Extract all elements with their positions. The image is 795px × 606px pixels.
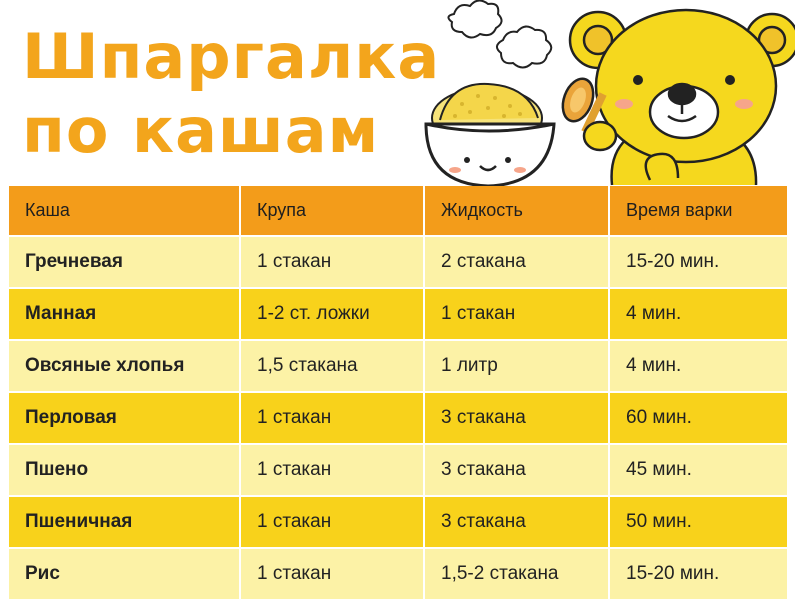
liquid-amount: 1,5-2 стакана [424,548,610,601]
table-row: Пшено 1 стакан 3 стакана 45 мин. [9,444,787,497]
cooking-time: 45 мин. [609,444,787,497]
grain-amount: 1-2 ст. ложки [240,288,425,341]
table-row: Овсяные хлопья 1,5 стакана 1 литр 4 мин. [9,340,787,393]
grain-amount: 1 стакан [240,444,425,497]
liquid-amount: 1 литр [424,340,610,393]
grain-amount: 1 стакан [240,392,425,445]
porridge-table: Каша Крупа Жидкость Время варки Гречнева… [9,186,787,601]
cooking-time: 4 мин. [609,288,787,341]
grain-amount: 1 стакан [240,236,425,289]
porridge-name: Пшеничная [9,496,241,549]
table-row: Манная 1-2 ст. ложки 1 стакан 4 мин. [9,288,787,341]
table-header-row: Каша Крупа Жидкость Время варки [9,186,787,237]
page-title-line-2: по кашам [22,94,380,167]
cooking-time: 4 мин. [609,340,787,393]
table-row: Рис 1 стакан 1,5-2 стакана 15-20 мин. [9,548,787,601]
table-row: Гречневая 1 стакан 2 стакана 15-20 мин. [9,236,787,289]
liquid-amount: 3 стакана [424,444,610,497]
liquid-amount: 3 стакана [424,496,610,549]
cooking-time: 50 мин. [609,496,787,549]
table-row: Пшеничная 1 стакан 3 стакана 50 мин. [9,496,787,549]
bear-icon [568,8,795,186]
page-title-line-1: Шпаргалка [22,20,441,93]
steam-cloud-icon [447,0,553,69]
liquid-amount: 2 стакана [424,236,610,289]
porridge-name: Гречневая [9,236,241,289]
column-header-grain: Крупа [240,186,425,237]
table-row: Перловая 1 стакан 3 стакана 60 мин. [9,392,787,445]
cooking-time: 15-20 мин. [609,236,787,289]
column-header-liquid: Жидкость [424,186,610,237]
liquid-amount: 3 стакана [424,392,610,445]
grain-amount: 1,5 стакана [240,340,425,393]
porridge-name: Перловая [9,392,241,445]
grain-amount: 1 стакан [240,496,425,549]
porridge-name: Пшено [9,444,241,497]
grain-amount: 1 стакан [240,548,425,601]
porridge-name: Овсяные хлопья [9,340,241,393]
cooking-time: 15-20 мин. [609,548,787,601]
porridge-name: Рис [9,548,241,601]
column-header-porridge: Каша [9,186,241,237]
porridge-name: Манная [9,288,241,341]
liquid-amount: 1 стакан [424,288,610,341]
porridge-bowl-icon [424,82,556,188]
column-header-cooking-time: Время варки [609,186,787,237]
spoon-icon [561,77,618,152]
cooking-time: 60 мин. [609,392,787,445]
